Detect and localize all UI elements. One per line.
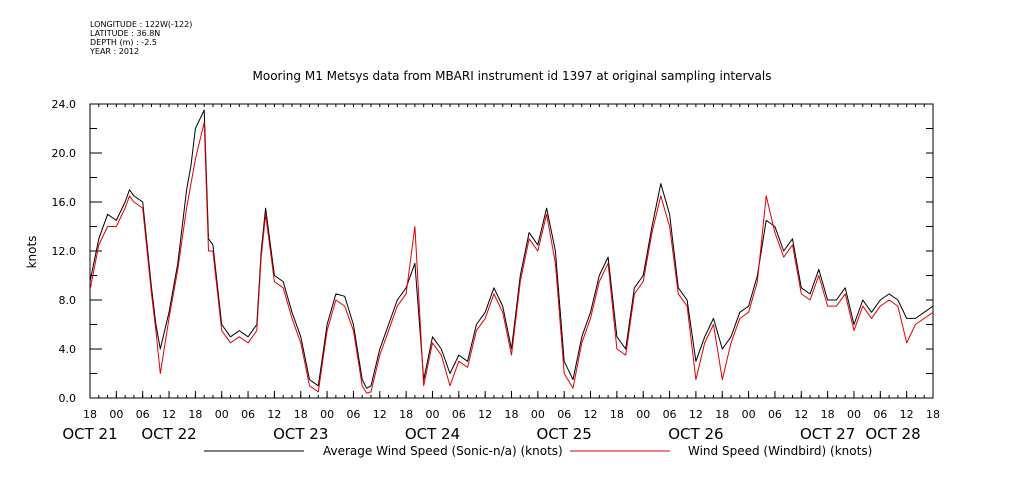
y-tick-label: 8.0 (59, 294, 77, 307)
x-tick-label: 00 (742, 408, 756, 421)
x-tick-label: 00 (531, 408, 545, 421)
x-tick-label: 00 (847, 408, 861, 421)
x-tick-label: 12 (373, 408, 387, 421)
x-date-label: OCT 24 (405, 425, 460, 443)
x-tick-label: 12 (584, 408, 598, 421)
y-axis-label: knots (25, 236, 39, 269)
x-tick-label: 18 (610, 408, 624, 421)
x-tick-label: 12 (162, 408, 176, 421)
plot-series (89, 109, 934, 394)
plot-axes: 0.0 4.0 8.0 12.0 16.0 20.0 24.0 18 00 06 12 18 00 06 1… (52, 98, 941, 443)
longitude-label: LONGITUDE : 122W(-122) (90, 20, 193, 29)
x-date-label: OCT 26 (668, 425, 723, 443)
x-tick-label: 12 (794, 408, 808, 421)
y-tick-label: 24.0 (52, 98, 77, 111)
series-line-2 (89, 121, 934, 394)
x-tick-label: 00 (215, 408, 229, 421)
legend-label-1: Average Wind Speed (Sonic-n/a) (knots) (323, 444, 563, 458)
x-tick-label: 06 (452, 408, 466, 421)
chart-title: Mooring M1 Metsys data from MBARI instru… (253, 69, 772, 83)
mooring-metadata: LONGITUDE : 122W(-122) LATITUDE : 36.8N … (90, 20, 192, 56)
series-line-1 (89, 109, 934, 389)
x-tick-label: 00 (109, 408, 123, 421)
x-tick-label: 00 (636, 408, 650, 421)
x-date-label: OCT 21 (62, 425, 117, 443)
y-tick-label: 12.0 (52, 245, 77, 258)
x-tick-label: 18 (926, 408, 940, 421)
x-tick-label: 18 (294, 408, 308, 421)
x-tick-label: 00 (425, 408, 439, 421)
x-date-label: OCT 28 (865, 425, 920, 443)
x-tick-label: 18 (399, 408, 413, 421)
x-tick-label: 18 (821, 408, 835, 421)
x-tick-label: 18 (83, 408, 97, 421)
x-date-label: OCT 27 (800, 425, 855, 443)
x-tick-label: 06 (346, 408, 360, 421)
x-tick-label: 06 (241, 408, 255, 421)
x-tick-label: 00 (320, 408, 334, 421)
y-tick-label: 0.0 (59, 392, 77, 405)
y-tick-label: 16.0 (52, 196, 77, 209)
x-tick-label: 06 (768, 408, 782, 421)
x-tick-label: 06 (136, 408, 150, 421)
x-tick-label: 06 (663, 408, 677, 421)
depth-label: DEPTH (m) : -2.5 (90, 38, 157, 47)
x-tick-label: 18 (505, 408, 519, 421)
x-tick-label: 12 (689, 408, 703, 421)
latitude-label: LATITUDE : 36.8N (90, 29, 161, 38)
x-tick-label: 06 (557, 408, 571, 421)
chart-legend: Average Wind Speed (Sonic-n/a) (knots) Wi… (204, 444, 872, 458)
x-date-label: OCT 22 (141, 425, 196, 443)
x-tick-label: 12 (478, 408, 492, 421)
y-tick-label: 20.0 (52, 147, 77, 160)
x-date-label: OCT 23 (273, 425, 328, 443)
x-tick-label: 12 (267, 408, 281, 421)
x-date-label: OCT 25 (537, 425, 592, 443)
legend-label-2: Wind Speed (Windbird) (knots) (688, 444, 872, 458)
year-label: YEAR : 2012 (90, 47, 140, 56)
x-tick-label: 12 (900, 408, 914, 421)
x-tick-label: 18 (188, 408, 202, 421)
x-tick-label: 06 (873, 408, 887, 421)
y-tick-label: 4.0 (59, 343, 77, 356)
x-tick-label: 18 (715, 408, 729, 421)
